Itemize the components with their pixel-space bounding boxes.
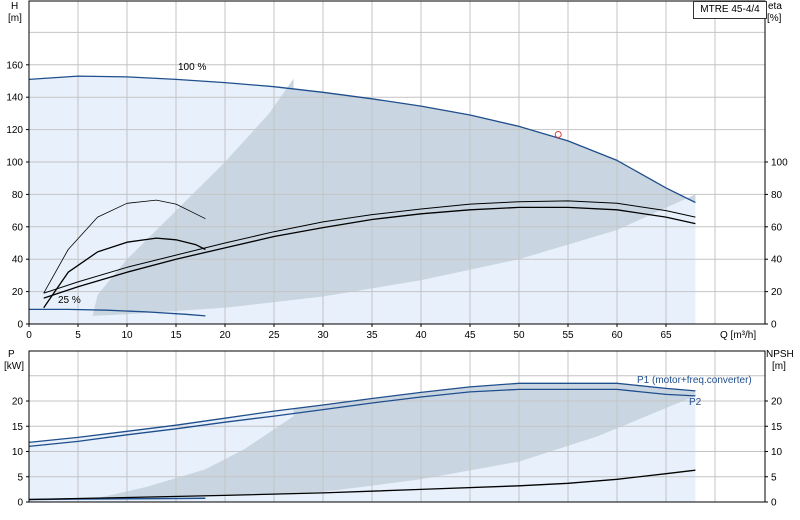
efficiency-curve-max-lower xyxy=(43,206,696,299)
bottom-grid xyxy=(28,351,765,502)
y-tick-label-left: 0 xyxy=(17,320,23,331)
bottom-curves xyxy=(28,382,696,501)
x-tick-label: 5 xyxy=(75,330,81,341)
y-tick-label-right: 10 xyxy=(771,447,783,458)
y-tick-label-right: 80 xyxy=(771,190,783,201)
y-tick-label-left: 10 xyxy=(12,447,24,458)
x-tick-label: 20 xyxy=(219,330,231,341)
y-tick-label-left: 140 xyxy=(6,93,23,104)
x-tick-label: 35 xyxy=(366,330,378,341)
top-grid xyxy=(28,1,765,324)
x-tick-label: 0 xyxy=(26,330,32,341)
y-tick-label-right: 40 xyxy=(771,255,783,266)
x-tick-label: 10 xyxy=(121,330,133,341)
dark-power-area xyxy=(97,383,696,498)
p2-series-label: P2 xyxy=(689,397,702,408)
x-tick-label: 25 xyxy=(268,330,280,341)
eta-axis-title: eta xyxy=(768,1,782,12)
y-tick-label-left: 120 xyxy=(6,125,23,136)
y-tick-label-left: 40 xyxy=(12,255,24,266)
q-axis-title: Q [m³/h] xyxy=(720,330,756,341)
x-tick-label: 15 xyxy=(170,330,182,341)
y-tick-label-left: 60 xyxy=(12,222,24,233)
bottom-axis-labels: P [kW] NPSH [m] P1 (motor+freq.converter… xyxy=(4,349,794,408)
y-tick-label-right: 100 xyxy=(771,158,788,169)
x-tick-label: 40 xyxy=(415,330,427,341)
head-curve-min xyxy=(29,308,206,317)
y-tick-label-left: 5 xyxy=(17,472,23,483)
p-axis-title: P xyxy=(8,349,15,360)
y-tick-label-right: 0 xyxy=(771,498,777,509)
efficiency-curve-max-upper xyxy=(43,200,696,294)
p-axis-unit: [kW] xyxy=(4,361,24,372)
npsh-curve xyxy=(28,469,696,501)
y-tick-label-right: 0 xyxy=(771,320,777,331)
x-tick-label: 60 xyxy=(611,330,623,341)
x-tick-label: 55 xyxy=(562,330,574,341)
efficiency-curve-min-upper xyxy=(43,199,206,294)
eta-axis-unit: [%] xyxy=(767,13,782,24)
head-curve-max xyxy=(28,75,696,204)
power-curve-p1 xyxy=(28,382,696,444)
y-tick-label-left: 15 xyxy=(12,422,24,433)
bottom-axes: 0 5 10 15 20 0 5 10 15 20 xyxy=(12,350,783,509)
annotation-100-percent: 100 % xyxy=(178,62,206,73)
dark-operating-area xyxy=(92,78,696,316)
pump-model-label: MTRE 45-4/4 xyxy=(693,1,767,19)
npsh-axis-title: NPSH xyxy=(766,349,794,360)
y-tick-label-right: 20 xyxy=(771,397,783,408)
top-axes: 0 20 40 60 80 100 120 140 160 0 20 40 60 80 100 0 5 10 15 2… xyxy=(6,0,788,341)
top-axis-labels: H [m] eta [%] Q [m³/h] 100 % 25 % xyxy=(8,1,782,341)
y-tick-label-left: 80 xyxy=(12,190,24,201)
bottom-operating-range xyxy=(29,383,696,502)
x-tick-label: 30 xyxy=(317,330,329,341)
x-tick-label: 45 xyxy=(464,330,476,341)
h-axis-title: H xyxy=(11,1,18,12)
top-panel: 0 20 40 60 80 100 120 140 160 0 20 40 60 80 100 0 5 10 15 2… xyxy=(6,0,788,341)
y-tick-label-left: 20 xyxy=(12,287,24,298)
x-tick-label: 50 xyxy=(513,330,525,341)
power-curve-p2 xyxy=(28,388,696,448)
y-tick-label-left: 20 xyxy=(12,397,24,408)
y-tick-label-right: 60 xyxy=(771,222,783,233)
y-tick-label-right: 5 xyxy=(771,472,777,483)
efficiency-curve-min-lower xyxy=(43,237,206,309)
h-axis-unit: [m] xyxy=(8,13,22,24)
y-tick-label-left: 100 xyxy=(6,158,23,169)
bottom-panel: 0 5 10 15 20 0 5 10 15 20 P [kW] NPSH [m] P1 (mot… xyxy=(4,349,794,509)
top-operating-range xyxy=(29,76,696,324)
npsh-axis-unit: [m] xyxy=(772,361,786,372)
y-tick-label-left: 160 xyxy=(6,60,23,71)
x-tick-label: 65 xyxy=(660,330,672,341)
y-tick-label-right: 15 xyxy=(771,422,783,433)
annotation-25-percent: 25 % xyxy=(58,295,81,306)
duty-point-marker xyxy=(554,130,562,138)
top-curves xyxy=(28,75,696,317)
y-tick-label-left: 0 xyxy=(17,498,23,509)
p1-series-label: P1 (motor+freq.converter) xyxy=(637,375,752,386)
y-tick-label-right: 20 xyxy=(771,287,783,298)
